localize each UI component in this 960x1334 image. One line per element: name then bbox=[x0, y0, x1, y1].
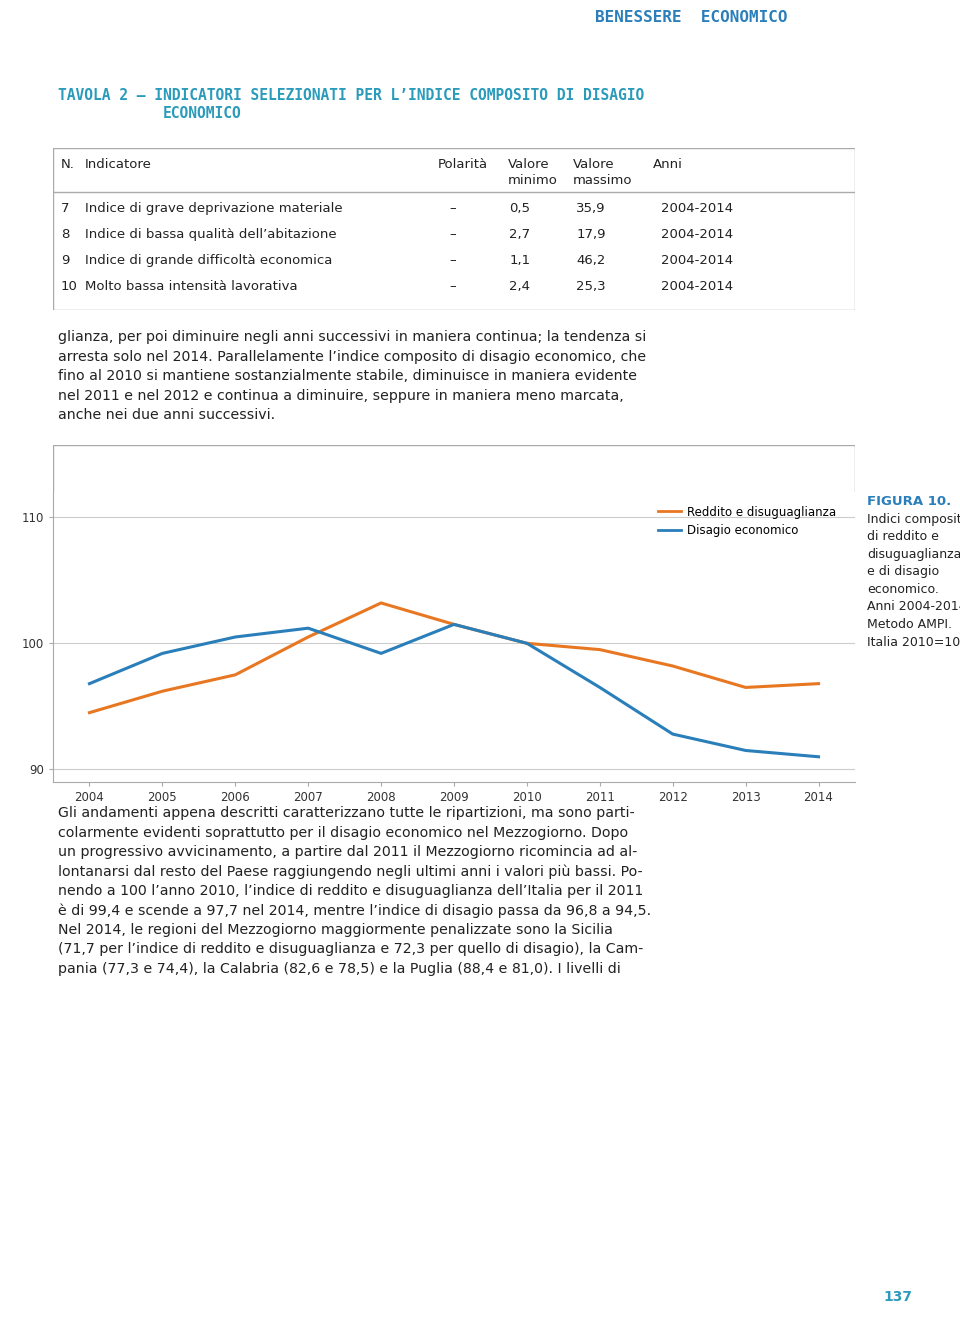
Text: 2,4: 2,4 bbox=[510, 280, 531, 293]
Text: anche nei due anni successivi.: anche nei due anni successivi. bbox=[58, 408, 276, 422]
Text: 8: 8 bbox=[61, 228, 69, 241]
Text: Polarità: Polarità bbox=[438, 157, 488, 171]
Text: arresta solo nel 2014. Parallelamente l’indice composito di disagio economico, c: arresta solo nel 2014. Parallelamente l’… bbox=[58, 350, 646, 363]
Text: Nel 2014, le regioni del Mezzogiorno maggiormente penalizzate sono la Sicilia: Nel 2014, le regioni del Mezzogiorno mag… bbox=[58, 923, 612, 936]
Legend: Reddito e disuguaglianza, Disagio economico: Reddito e disuguaglianza, Disagio econom… bbox=[653, 500, 841, 542]
Text: Indice di bassa qualità dell’abitazione: Indice di bassa qualità dell’abitazione bbox=[85, 228, 337, 241]
Bar bbox=[0, 0, 499, 35]
Text: Anni 2004-2014.: Anni 2004-2014. bbox=[867, 600, 960, 614]
Text: 25,3: 25,3 bbox=[576, 280, 606, 293]
Text: BENESSERE  ECONOMICO: BENESSERE ECONOMICO bbox=[595, 9, 787, 25]
Text: –: – bbox=[449, 253, 456, 267]
Text: 46,2: 46,2 bbox=[576, 253, 606, 267]
Text: è di 99,4 e scende a 97,7 nel 2014, mentre l’indice di disagio passa da 96,8 a 9: è di 99,4 e scende a 97,7 nel 2014, ment… bbox=[58, 903, 651, 918]
Text: 2004-2014: 2004-2014 bbox=[661, 253, 733, 267]
Text: Valore
minimo: Valore minimo bbox=[508, 157, 558, 187]
Text: Italia 2010=100: Italia 2010=100 bbox=[867, 635, 960, 648]
Text: disuguaglianza: disuguaglianza bbox=[867, 548, 960, 562]
Text: Indicatore: Indicatore bbox=[85, 157, 152, 171]
Text: nel 2011 e nel 2012 e continua a diminuire, seppure in maniera meno marcata,: nel 2011 e nel 2012 e continua a diminui… bbox=[58, 388, 624, 403]
Text: TAVOLA 2 – INDICATORI SELEZIONATI PER L’INDICE COMPOSITO DI DISAGIO: TAVOLA 2 – INDICATORI SELEZIONATI PER L’… bbox=[58, 88, 644, 103]
Text: 2004-2014: 2004-2014 bbox=[661, 280, 733, 293]
Text: DAL 2010 BENESSERE ECONOMICO IN CALO SOPRATTUTTO IN TERMINI: DAL 2010 BENESSERE ECONOMICO IN CALO SOP… bbox=[65, 458, 537, 471]
Text: glianza, per poi diminuire negli anni successivi in maniera continua; la tendenz: glianza, per poi diminuire negli anni su… bbox=[58, 329, 646, 344]
Text: 35,9: 35,9 bbox=[576, 201, 606, 215]
Text: Valore
massimo: Valore massimo bbox=[573, 157, 633, 187]
Text: 7: 7 bbox=[61, 201, 69, 215]
Text: 2004-2014: 2004-2014 bbox=[661, 201, 733, 215]
Text: pania (77,3 e 74,4), la Calabria (82,6 e 78,5) e la Puglia (88,4 e 81,0). I live: pania (77,3 e 74,4), la Calabria (82,6 e… bbox=[58, 962, 621, 976]
Text: FIGURA 10.: FIGURA 10. bbox=[867, 495, 951, 508]
Text: fino al 2010 si mantiene sostanzialmente stabile, diminuisce in maniera evidente: fino al 2010 si mantiene sostanzialmente… bbox=[58, 370, 637, 383]
Text: 2004-2014: 2004-2014 bbox=[661, 228, 733, 241]
Text: economico.: economico. bbox=[867, 583, 939, 596]
Text: Indice di grave deprivazione materiale: Indice di grave deprivazione materiale bbox=[85, 201, 343, 215]
Text: Indici compositi: Indici compositi bbox=[867, 514, 960, 526]
Text: e di disagio: e di disagio bbox=[867, 566, 939, 579]
Text: –: – bbox=[449, 228, 456, 241]
Text: 0,5: 0,5 bbox=[510, 201, 531, 215]
Text: ECONOMICO: ECONOMICO bbox=[163, 105, 242, 121]
Text: nendo a 100 l’anno 2010, l’indice di reddito e disuguaglianza dell’Italia per il: nendo a 100 l’anno 2010, l’indice di red… bbox=[58, 884, 643, 898]
Text: N.: N. bbox=[61, 157, 75, 171]
Text: 10: 10 bbox=[61, 280, 78, 293]
Text: Anni: Anni bbox=[653, 157, 683, 171]
Text: 2,7: 2,7 bbox=[510, 228, 531, 241]
Text: Gli andamenti appena descritti caratterizzano tutte le ripartizioni, ma sono par: Gli andamenti appena descritti caratteri… bbox=[58, 806, 635, 820]
Text: colarmente evidenti soprattutto per il disagio economico nel Mezzogiorno. Dopo: colarmente evidenti soprattutto per il d… bbox=[58, 826, 628, 839]
Text: DI DISAGIO ECONOMICO: DI DISAGIO ECONOMICO bbox=[65, 483, 225, 496]
Text: 17,9: 17,9 bbox=[576, 228, 606, 241]
Text: 9: 9 bbox=[61, 253, 69, 267]
Text: –: – bbox=[449, 280, 456, 293]
Text: di reddito e: di reddito e bbox=[867, 531, 939, 543]
Text: un progressivo avvicinamento, a partire dal 2011 il Mezzogiorno ricomincia ad al: un progressivo avvicinamento, a partire … bbox=[58, 844, 637, 859]
Text: 1,1: 1,1 bbox=[510, 253, 531, 267]
Text: Molto bassa intensità lavorativa: Molto bassa intensità lavorativa bbox=[85, 280, 298, 293]
Text: –: – bbox=[449, 201, 456, 215]
Text: lontanarsi dal resto del Paese raggiungendo negli ultimi anni i valori più bassi: lontanarsi dal resto del Paese raggiunge… bbox=[58, 864, 643, 879]
Text: 137: 137 bbox=[883, 1290, 912, 1303]
Text: (71,7 per l’indice di reddito e disuguaglianza e 72,3 per quello di disagio), la: (71,7 per l’indice di reddito e disuguag… bbox=[58, 943, 643, 956]
Text: Indice di grande difficoltà economica: Indice di grande difficoltà economica bbox=[85, 253, 332, 267]
Text: Metodo AMPI.: Metodo AMPI. bbox=[867, 618, 952, 631]
